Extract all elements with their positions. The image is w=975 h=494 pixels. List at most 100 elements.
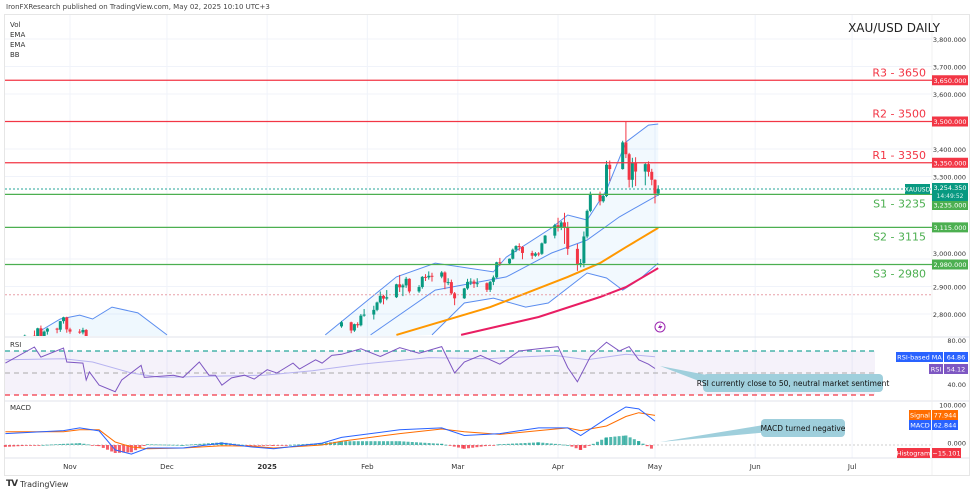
level-label: S2 - 3115 bbox=[873, 230, 926, 243]
level-price-tag: 3,350.000 bbox=[932, 157, 968, 168]
candle-body bbox=[514, 246, 518, 250]
candle bbox=[601, 195, 605, 203]
candle bbox=[653, 179, 657, 204]
macd-histogram-bar bbox=[440, 443, 444, 445]
candle bbox=[643, 162, 647, 186]
rsi-ma-value-tag: 64.86 bbox=[944, 352, 968, 362]
macd-histogram-bar bbox=[33, 445, 37, 446]
macd-histogram-bar bbox=[435, 443, 439, 445]
macd-value-tag: 62.844 bbox=[932, 420, 958, 430]
candle-body bbox=[404, 278, 408, 286]
macd-histogram-bar bbox=[553, 443, 557, 445]
candle-body bbox=[508, 258, 512, 264]
candle-body bbox=[530, 252, 534, 256]
candle-body bbox=[585, 210, 589, 237]
macd-histogram-bar bbox=[66, 443, 70, 445]
candle-body bbox=[553, 225, 557, 236]
candle-body bbox=[23, 335, 27, 336]
candle bbox=[624, 121, 628, 159]
macd-histogram-bar bbox=[45, 444, 49, 446]
macd-histogram-bar bbox=[583, 445, 587, 448]
macd-histogram-bar bbox=[488, 445, 492, 446]
macd-histogram-bar bbox=[461, 445, 465, 449]
candle-body bbox=[375, 302, 379, 310]
candle-body bbox=[643, 164, 647, 172]
candle-body bbox=[430, 275, 434, 277]
macd-signal-value-tag-text: 77.944 bbox=[934, 412, 957, 420]
candle bbox=[462, 287, 466, 299]
macd-histogram-bar bbox=[537, 442, 541, 445]
candle-body bbox=[62, 317, 66, 322]
macd-histogram-bar bbox=[483, 445, 487, 447]
candle-body bbox=[398, 284, 402, 288]
macd-histogram-bar bbox=[29, 445, 33, 446]
macd-histogram-bar bbox=[12, 445, 16, 447]
candle bbox=[453, 292, 457, 306]
macd-histogram-bar bbox=[498, 444, 502, 446]
rsi-line bbox=[5, 341, 656, 393]
candle bbox=[469, 278, 473, 286]
rsi-value-tag-bg bbox=[944, 364, 968, 374]
macd-histogram-bar bbox=[146, 444, 150, 446]
macd-histogram-bar bbox=[381, 441, 385, 445]
candle bbox=[45, 327, 49, 335]
macd-histogram-bar bbox=[185, 444, 189, 446]
candle bbox=[58, 320, 62, 332]
macd-histogram-bar bbox=[117, 445, 121, 453]
candle-body bbox=[485, 283, 489, 290]
legend-vol[interactable]: Vol bbox=[10, 21, 21, 29]
candle bbox=[543, 235, 547, 244]
candle bbox=[621, 140, 625, 170]
ema-slow-line bbox=[460, 267, 659, 336]
macd-histogram-bar bbox=[452, 445, 456, 447]
time-axis-label: Apr bbox=[552, 463, 564, 471]
tradingview-logo[interactable]: TV TradingView bbox=[6, 479, 68, 489]
legend-bb[interactable]: BB bbox=[10, 51, 20, 59]
macd-histogram-bar bbox=[448, 445, 452, 446]
macd-histogram-bar bbox=[649, 445, 653, 449]
candle-body bbox=[540, 243, 544, 254]
macd-histogram-bar bbox=[142, 445, 146, 446]
candle bbox=[62, 316, 66, 324]
macd-histogram-bar bbox=[456, 445, 460, 448]
time-axis-label: Dec bbox=[160, 463, 174, 471]
macd-label: MACD bbox=[10, 404, 31, 412]
legend-ema-2[interactable]: EMA bbox=[10, 41, 26, 49]
macd-histogram-bar bbox=[181, 445, 185, 446]
candle bbox=[65, 316, 69, 333]
level-price-tag: 3,650.000 bbox=[932, 75, 968, 86]
candle-body bbox=[417, 287, 421, 292]
candle bbox=[36, 327, 40, 336]
macd-name-tag-text: MACD bbox=[910, 422, 929, 430]
candle bbox=[382, 294, 386, 305]
macd-axis-label: 0.000 bbox=[947, 440, 966, 448]
macd-histogram-bar bbox=[110, 445, 114, 452]
candle-body bbox=[566, 227, 570, 249]
symbol-tag-bg bbox=[905, 184, 930, 194]
macd-histogram-bar bbox=[541, 442, 545, 445]
candle-body bbox=[78, 331, 82, 333]
level-label: R2 - 3500 bbox=[872, 108, 926, 121]
macd-histogram-bar bbox=[515, 443, 519, 445]
macd-histogram-bar bbox=[398, 441, 402, 445]
level-label: R1 - 3350 bbox=[872, 149, 926, 162]
candle bbox=[385, 290, 389, 301]
price-axis-label: 2,900.000 bbox=[933, 284, 966, 292]
macd-histogram-bar bbox=[506, 443, 510, 445]
macd-histogram-bar bbox=[558, 444, 562, 446]
macd-histogram-bar bbox=[301, 444, 305, 445]
legend-ema-1[interactable]: EMA bbox=[10, 31, 26, 39]
level-price-tag: 3,115.000 bbox=[932, 222, 968, 233]
macd-hist-value-tag-text: −15.101 bbox=[932, 450, 960, 458]
rsi-ma-name-tag-bg bbox=[896, 352, 943, 362]
macd-histogram-bar bbox=[58, 444, 62, 445]
macd-histogram-bar bbox=[587, 445, 591, 446]
macd-histogram-bar bbox=[579, 445, 583, 450]
macd-histogram-bar bbox=[270, 445, 274, 446]
macd-histogram-bar bbox=[126, 445, 130, 453]
candle-body bbox=[401, 285, 405, 288]
candle-body bbox=[656, 189, 660, 194]
candle bbox=[634, 157, 638, 187]
macd-histogram-bar bbox=[175, 444, 179, 446]
